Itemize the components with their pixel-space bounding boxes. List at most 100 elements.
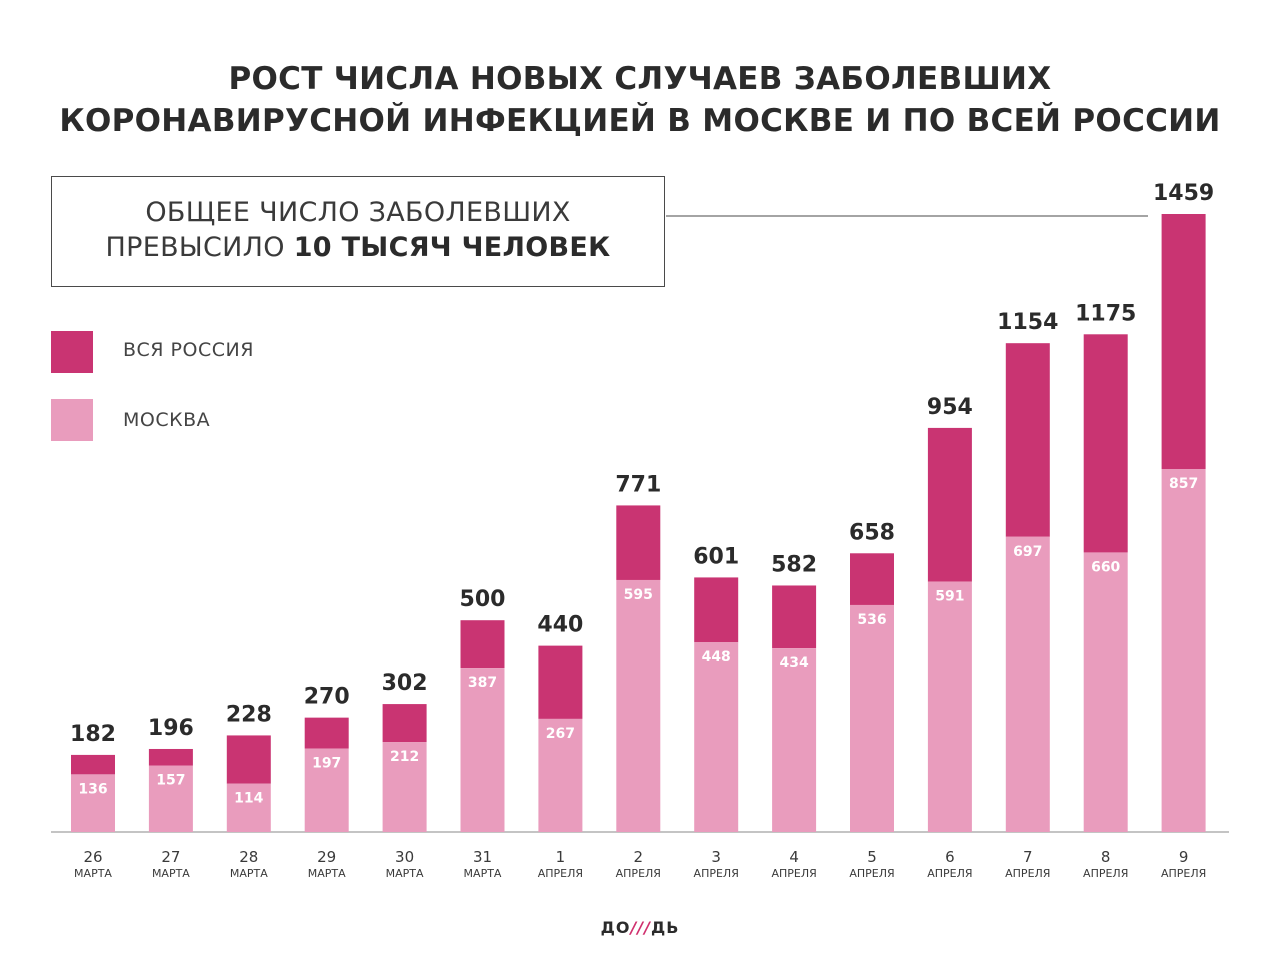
- moscow-value-label: 595: [624, 587, 653, 603]
- bar-russia-segment: [71, 754, 115, 775]
- bar-russia-segment: [226, 735, 271, 784]
- x-tick-day-label: 9: [1179, 848, 1189, 866]
- x-tick-month-label: МАРТА: [74, 867, 112, 880]
- legend-label-russia: ВСЯ РОССИЯ: [123, 339, 254, 361]
- total-value-label: 771: [615, 472, 661, 497]
- moscow-value-label: 157: [156, 772, 185, 788]
- bar-moscow-segment: [148, 765, 193, 832]
- bar-russia-segment: [1161, 214, 1206, 469]
- x-tick-day-label: 29: [317, 848, 336, 866]
- moscow-value-label: 136: [78, 781, 107, 797]
- bar-moscow-segment: [71, 774, 115, 832]
- moscow-value-label: 697: [1013, 544, 1042, 560]
- bar-moscow-segment: [694, 642, 739, 832]
- x-tick-month-label: АПРЕЛЯ: [694, 867, 739, 880]
- x-tick-month-label: АПРЕЛЯ: [616, 867, 661, 880]
- callout-line-2-normal: ПРЕВЫСИЛО: [105, 232, 285, 263]
- bar-russia-segment: [538, 645, 583, 719]
- moscow-value-label: 212: [390, 749, 419, 765]
- x-tick-day-label: 6: [945, 848, 955, 866]
- x-tick-day-label: 8: [1101, 848, 1111, 866]
- bar-moscow-segment: [460, 668, 505, 832]
- moscow-value-label: 114: [234, 791, 263, 807]
- bar-moscow-segment: [850, 604, 894, 832]
- callout-line-2-bold: 10 ТЫСЯЧ ЧЕЛОВЕК: [293, 232, 611, 263]
- total-value-label: 1154: [997, 310, 1058, 335]
- x-tick-day-label: 7: [1023, 848, 1033, 866]
- bar-russia-segment: [304, 717, 349, 749]
- callout-line-2: ПРЕВЫСИЛО 10 ТЫСЯЧ ЧЕЛОВЕК: [52, 230, 664, 265]
- bar-russia-segment: [850, 553, 894, 605]
- bar-russia-segment: [927, 427, 972, 582]
- x-tick-month-label: МАРТА: [386, 867, 424, 880]
- total-value-label: 228: [226, 702, 272, 727]
- x-tick-month-label: МАРТА: [152, 867, 190, 880]
- logo-text-right: ДЬ: [650, 918, 680, 937]
- total-value-label: 1175: [1075, 301, 1136, 326]
- logo: ДО///ДЬ: [0, 918, 1280, 937]
- chart-title-line-1: РОСТ ЧИСЛА НОВЫХ СЛУЧАЕВ ЗАБОЛЕВШИХ: [228, 61, 1052, 97]
- bar-russia-segment: [148, 748, 193, 766]
- bar-moscow-segment: [538, 718, 583, 832]
- bar-russia-segment: [1083, 334, 1128, 553]
- legend-swatch-russia: [51, 331, 93, 373]
- total-value-label: 270: [304, 685, 350, 710]
- chart-title: РОСТ ЧИСЛА НОВЫХ СЛУЧАЕВ ЗАБОЛЕВШИХ КОРО…: [0, 58, 1280, 142]
- bar-russia-segment: [382, 704, 427, 743]
- bar-russia-segment: [694, 577, 739, 643]
- x-tick-day-label: 28: [239, 848, 258, 866]
- moscow-value-label: 448: [702, 649, 731, 665]
- total-value-label: 500: [460, 587, 506, 612]
- x-tick-day-label: 2: [634, 848, 644, 866]
- x-tick-day-label: 31: [473, 848, 492, 866]
- total-value-label: 182: [70, 722, 116, 747]
- callout-box: ОБЩЕЕ ЧИСЛО ЗАБОЛЕВШИХ ПРЕВЫСИЛО 10 ТЫСЯ…: [51, 176, 665, 287]
- moscow-value-label: 857: [1169, 476, 1198, 492]
- logo-text-left: ДО: [600, 918, 631, 937]
- bar-moscow-segment: [1005, 536, 1050, 832]
- moscow-value-label: 197: [312, 756, 341, 772]
- bar-moscow-segment: [772, 648, 817, 832]
- chart-title-line-2: КОРОНАВИРУСНОЙ ИНФЕКЦИЕЙ В МОСКВЕ И ПО В…: [59, 103, 1221, 139]
- x-tick-month-label: АПРЕЛЯ: [771, 867, 816, 880]
- x-tick-month-label: АПРЕЛЯ: [849, 867, 894, 880]
- total-value-label: 440: [537, 613, 583, 638]
- x-tick-day-label: 1: [556, 848, 566, 866]
- logo-slashes: ///: [630, 918, 651, 937]
- total-value-label: 658: [849, 520, 895, 545]
- bar-moscow-segment: [1161, 468, 1206, 832]
- x-tick-day-label: 27: [161, 848, 180, 866]
- x-tick-day-label: 5: [867, 848, 877, 866]
- total-value-label: 582: [771, 552, 817, 577]
- bar-russia-segment: [1005, 343, 1050, 537]
- total-value-label: 1459: [1153, 181, 1214, 206]
- x-tick-day-label: 26: [83, 848, 102, 866]
- bar-russia-segment: [616, 505, 661, 580]
- moscow-value-label: 536: [857, 612, 886, 628]
- moscow-value-label: 387: [468, 675, 497, 691]
- legend-swatch-moscow: [51, 399, 93, 441]
- bar-moscow-segment: [616, 579, 661, 832]
- x-tick-month-label: МАРТА: [464, 867, 502, 880]
- x-tick-day-label: 3: [711, 848, 721, 866]
- callout-line-1: ОБЩЕЕ ЧИСЛО ЗАБОЛЕВШИХ: [145, 197, 571, 228]
- moscow-value-label: 434: [779, 655, 808, 671]
- bar-russia-segment: [772, 585, 817, 649]
- legend-label-moscow: МОСКВА: [123, 409, 211, 431]
- x-tick-month-label: АПРЕЛЯ: [1083, 867, 1128, 880]
- total-value-label: 601: [693, 544, 739, 569]
- x-tick-month-label: АПРЕЛЯ: [1005, 867, 1050, 880]
- bar-moscow-segment: [927, 581, 972, 832]
- total-value-label: 196: [148, 716, 194, 741]
- bar-moscow-segment: [304, 748, 349, 832]
- moscow-value-label: 660: [1091, 559, 1120, 575]
- x-tick-day-label: 4: [789, 848, 799, 866]
- bars-group: 18213626МАРТА19615727МАРТА22811428МАРТА2…: [70, 181, 1214, 880]
- bar-moscow-segment: [226, 783, 271, 832]
- bar-moscow-segment: [382, 742, 427, 832]
- x-tick-month-label: АПРЕЛЯ: [1161, 867, 1206, 880]
- bar-moscow-segment: [1083, 552, 1128, 832]
- total-value-label: 302: [382, 671, 428, 696]
- bar-russia-segment: [460, 620, 505, 669]
